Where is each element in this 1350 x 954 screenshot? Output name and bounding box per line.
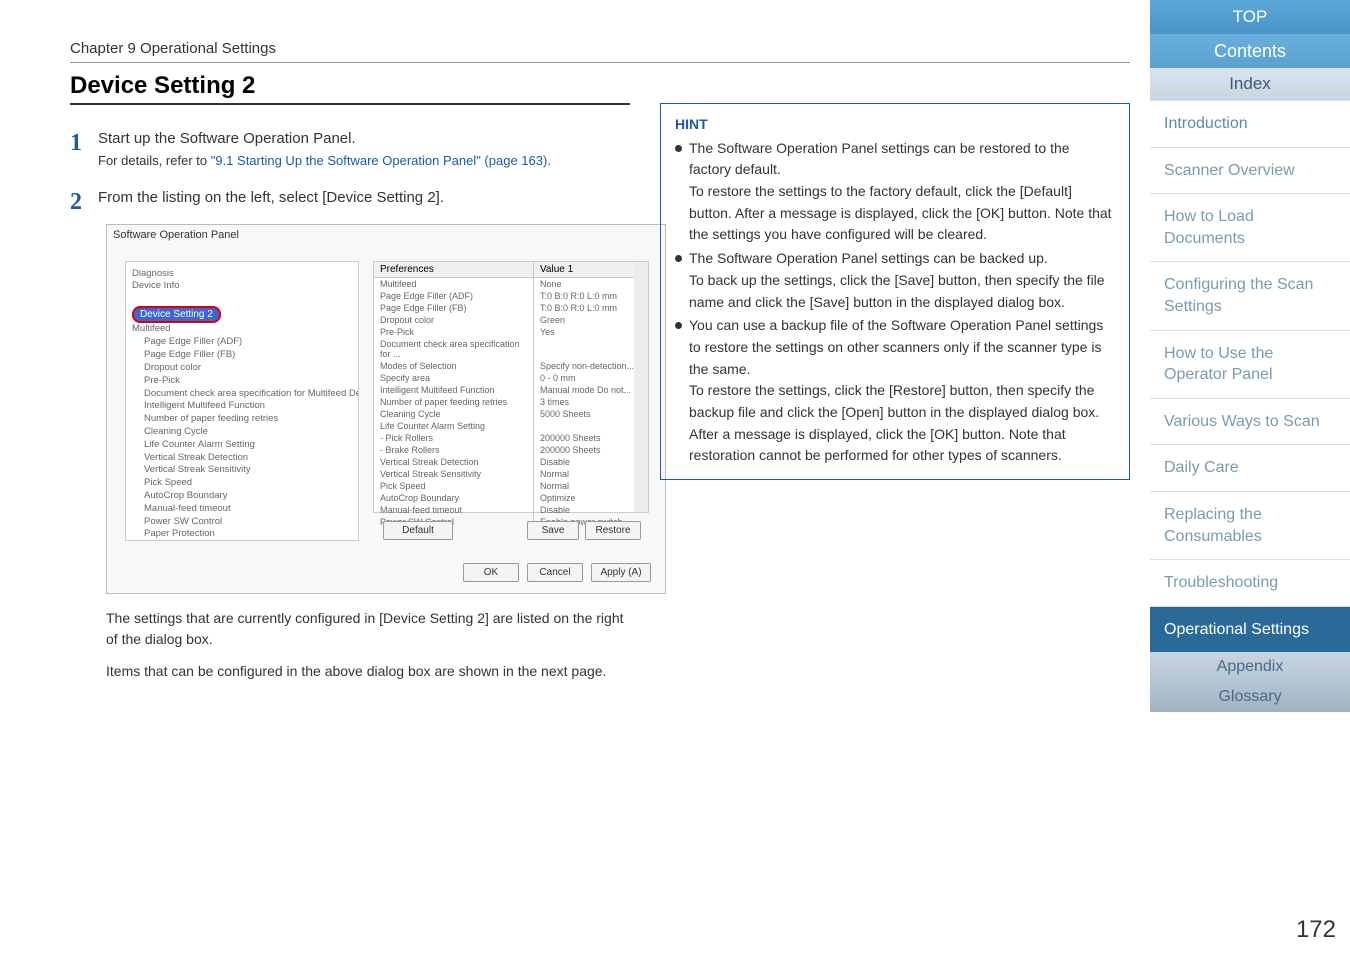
save-button[interactable]: Save [527,521,579,540]
chapter-header: Chapter 9 Operational Settings [70,40,276,57]
step-2: 2 From the listing on the left, select [… [70,189,630,216]
nav-load-documents[interactable]: How to Load Documents [1150,193,1350,261]
nav-ways-to-scan[interactable]: Various Ways to Scan [1150,398,1350,445]
step-1-text: Start up the Software Operation Panel. [98,130,551,147]
scrollbar[interactable] [634,262,648,512]
hint-2-body: To back up the settings, click the [Save… [689,272,1105,310]
prefs-header-col1: Preferences [374,262,534,277]
prefs-header: Preferences Value 1 [374,262,648,278]
step-1-link[interactable]: "9.1 Starting Up the Software Operation … [211,153,548,168]
nav-replacing-consumables[interactable]: Replacing the Consumables [1150,491,1350,559]
hint-box: HINT The Software Operation Panel settin… [660,103,1130,480]
dialog-title: Software Operation Panel [113,229,239,241]
hint-1-lead: The Software Operation Panel settings ca… [689,140,1070,178]
nav-glossary[interactable]: Glossary [1150,682,1350,712]
prefs-header-col2: Value 1 [534,262,579,277]
hint-3-body: To restore the settings, click the [Rest… [689,382,1099,463]
nav-scan-settings[interactable]: Configuring the Scan Settings [1150,261,1350,329]
ok-button[interactable]: OK [463,563,519,582]
section-rule [70,103,630,105]
step-number: 2 [70,189,98,216]
caption-1: The settings that are currently configur… [106,608,630,651]
step-1-detail-suffix: . [547,153,551,168]
preferences-table: Preferences Value 1 MultifeedNonePage Ed… [373,261,649,513]
step-1: 1 Start up the Software Operation Panel.… [70,130,630,171]
caption-2: Items that can be configured in the abov… [106,661,630,683]
step-1-detail: For details, refer to "9.1 Starting Up t… [98,151,551,171]
settings-tree: DiagnosisDevice Info Device Setting 2Mul… [125,261,359,541]
nav-contents[interactable]: Contents [1150,34,1350,68]
step-number: 1 [70,130,98,157]
cancel-button[interactable]: Cancel [527,563,583,582]
nav-introduction[interactable]: Introduction [1150,100,1350,147]
header-rule [70,62,1130,63]
nav-operational-settings[interactable]: Operational Settings [1150,606,1350,653]
hint-bullet-3: You can use a backup file of the Softwar… [675,315,1115,467]
nav-scanner-overview[interactable]: Scanner Overview [1150,147,1350,194]
nav-operator-panel[interactable]: How to Use the Operator Panel [1150,330,1350,398]
hint-1-body: To restore the settings to the factory d… [689,183,1112,242]
hint-label: HINT [675,114,1115,136]
sidebar-nav: TOP Contents Index Introduction Scanner … [1150,0,1350,712]
left-column: 1 Start up the Software Operation Panel.… [70,130,630,683]
nav-daily-care[interactable]: Daily Care [1150,444,1350,491]
nav-index[interactable]: Index [1150,68,1350,100]
step-2-text: From the listing on the left, select [De… [98,189,630,206]
hint-bullet-1: The Software Operation Panel settings ca… [675,138,1115,246]
hint-bullet-2: The Software Operation Panel settings ca… [675,248,1115,313]
nav-top[interactable]: TOP [1150,0,1350,34]
apply-button[interactable]: Apply (A) [591,563,651,582]
dialog-screenshot: Software Operation Panel DiagnosisDevice… [106,224,666,594]
right-column: HINT The Software Operation Panel settin… [660,103,1130,480]
section-title: Device Setting 2 [70,72,255,100]
hint-3-lead: You can use a backup file of the Softwar… [689,317,1103,376]
default-button[interactable]: Default [383,521,453,540]
hint-2-lead: The Software Operation Panel settings ca… [689,250,1048,266]
page-number: 172 [1296,916,1336,944]
step-1-detail-prefix: For details, refer to [98,153,211,168]
nav-troubleshooting[interactable]: Troubleshooting [1150,559,1350,606]
restore-button[interactable]: Restore [585,521,641,540]
nav-appendix[interactable]: Appendix [1150,652,1350,682]
